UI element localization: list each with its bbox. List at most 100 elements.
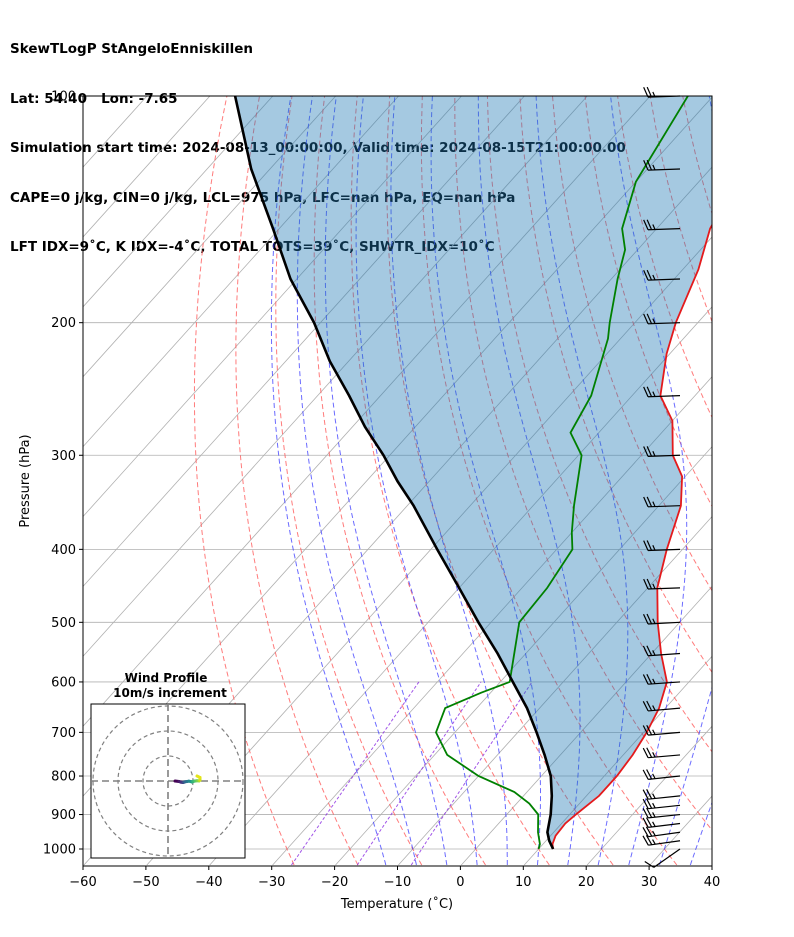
moist-adiabat: [296, 96, 417, 866]
wind-barb: [642, 747, 681, 759]
barb-staff: [648, 804, 681, 810]
barb-flag: [646, 798, 653, 809]
y-tick-label: 300: [51, 449, 76, 464]
moist-adiabat: [324, 96, 448, 866]
wind-barb: [642, 645, 681, 657]
barb-half-flag: [652, 729, 656, 735]
barb-flag: [642, 798, 649, 809]
barb-half-flag: [652, 839, 656, 845]
barb-half-flag: [652, 812, 656, 818]
barb-flag: [642, 725, 649, 736]
isotherm-gridline: [523, 655, 712, 866]
dry-adiabat: [715, 96, 794, 865]
moist-adiabat: [270, 96, 387, 866]
barb-half-flag: [652, 830, 656, 837]
y-tick-label: 1000: [43, 843, 76, 858]
isotherm-gridline: [83, 96, 651, 727]
parcel-line: [233, 96, 555, 850]
moist-adiabat: [689, 801, 712, 866]
barb-flag: [646, 86, 653, 98]
x-tick-label: −40: [195, 875, 222, 890]
barb-staff: [648, 754, 681, 759]
dry-adiabat: [519, 96, 712, 674]
wind-barb: [642, 613, 681, 625]
isotherm-gridline: [713, 96, 794, 865]
wind-barb: [643, 159, 681, 171]
wind-barb: [642, 724, 681, 736]
temperature-line: [551, 223, 712, 850]
thermo-lines: [193, 96, 794, 866]
x-tick-label: 20: [578, 875, 595, 890]
barb-staff: [647, 278, 681, 281]
x-tick-label: −50: [132, 875, 159, 890]
wind-barb: [642, 700, 681, 712]
y-axis-label: Pressure (hPa): [18, 434, 33, 527]
barb-flag: [645, 826, 653, 837]
isotherm-gridline: [586, 725, 712, 866]
isotherm-gridline: [83, 96, 399, 448]
isotherm-gridline: [83, 96, 588, 657]
barb-half-flag: [652, 583, 656, 589]
barb-flag: [642, 835, 649, 846]
barb-half-flag: [652, 650, 656, 656]
y-axis: 100 200 300 400 500 600 700 800 900 1000: [43, 90, 83, 858]
x-tick-label: 10: [515, 875, 532, 890]
x-tick-label: −10: [384, 875, 411, 890]
barb-flag: [642, 817, 649, 828]
y-tick-label: 100: [51, 90, 76, 105]
barb-staff: [648, 840, 681, 846]
wind-barb: [643, 269, 681, 281]
barb-half-flag: [652, 545, 656, 551]
barb-flag: [646, 159, 653, 171]
moist-adiabat: [535, 96, 629, 866]
dry-adiabat: [193, 96, 295, 866]
moist-adiabat: [477, 96, 581, 866]
barb-half-flag: [652, 678, 656, 684]
moist-adiabat: [721, 96, 794, 865]
dry-adiabat: [420, 96, 678, 866]
indices-line: LFT IDX=9˚C, K IDX=-4˚C, TOTAL TOTS=39˚C…: [10, 239, 495, 255]
barb-flag: [643, 313, 649, 325]
x-axis: −60 −50 −40 −30 −20 −10 0 10 20 30 40: [69, 866, 720, 890]
isotherm-gridline: [83, 96, 525, 588]
wind-barb: [643, 446, 681, 457]
isotherm-gridline: [272, 376, 712, 866]
barb-flag: [642, 827, 649, 837]
barb-flag: [646, 386, 653, 397]
barb-half-flag: [652, 164, 656, 171]
barb-staff: [647, 168, 681, 171]
barb-flag: [642, 808, 649, 819]
y-tick-label: 400: [51, 543, 76, 558]
barb-staff: [647, 227, 681, 231]
y-tick-label: 900: [51, 808, 76, 823]
isotherm-gridline: [461, 585, 712, 866]
barb-flag: [642, 701, 649, 712]
barb-half-flag: [652, 821, 656, 827]
location-line: Lat: 54.40 Lon: -7.65: [10, 90, 178, 107]
wind-barb: [643, 386, 681, 398]
barb-staff: [647, 505, 681, 508]
barb-flag: [643, 87, 649, 98]
mixing-ratio-line: [356, 681, 482, 866]
x-tick-label: −30: [258, 875, 285, 890]
barb-half-flag: [652, 224, 656, 230]
barb-flag: [646, 313, 653, 324]
x-axis-label: Temperature (˚C): [340, 896, 453, 912]
barb-staff: [648, 731, 681, 736]
wind-barb: [643, 578, 681, 590]
barb-half-flag: [652, 274, 656, 281]
barb-flag: [642, 747, 649, 758]
barb-flag: [643, 270, 649, 281]
barb-flag: [642, 674, 649, 685]
barb-flag: [643, 540, 649, 551]
barb-staff: [648, 795, 681, 800]
barb-staff: [647, 322, 681, 325]
wind-barb: [642, 826, 681, 838]
barb-staff: [648, 813, 681, 819]
barb-staff: [648, 831, 681, 838]
barb-half-flag: [652, 391, 656, 397]
dry-adiabat: [235, 96, 359, 866]
y-tick-label: 200: [51, 316, 76, 331]
wind-barb: [642, 789, 681, 800]
